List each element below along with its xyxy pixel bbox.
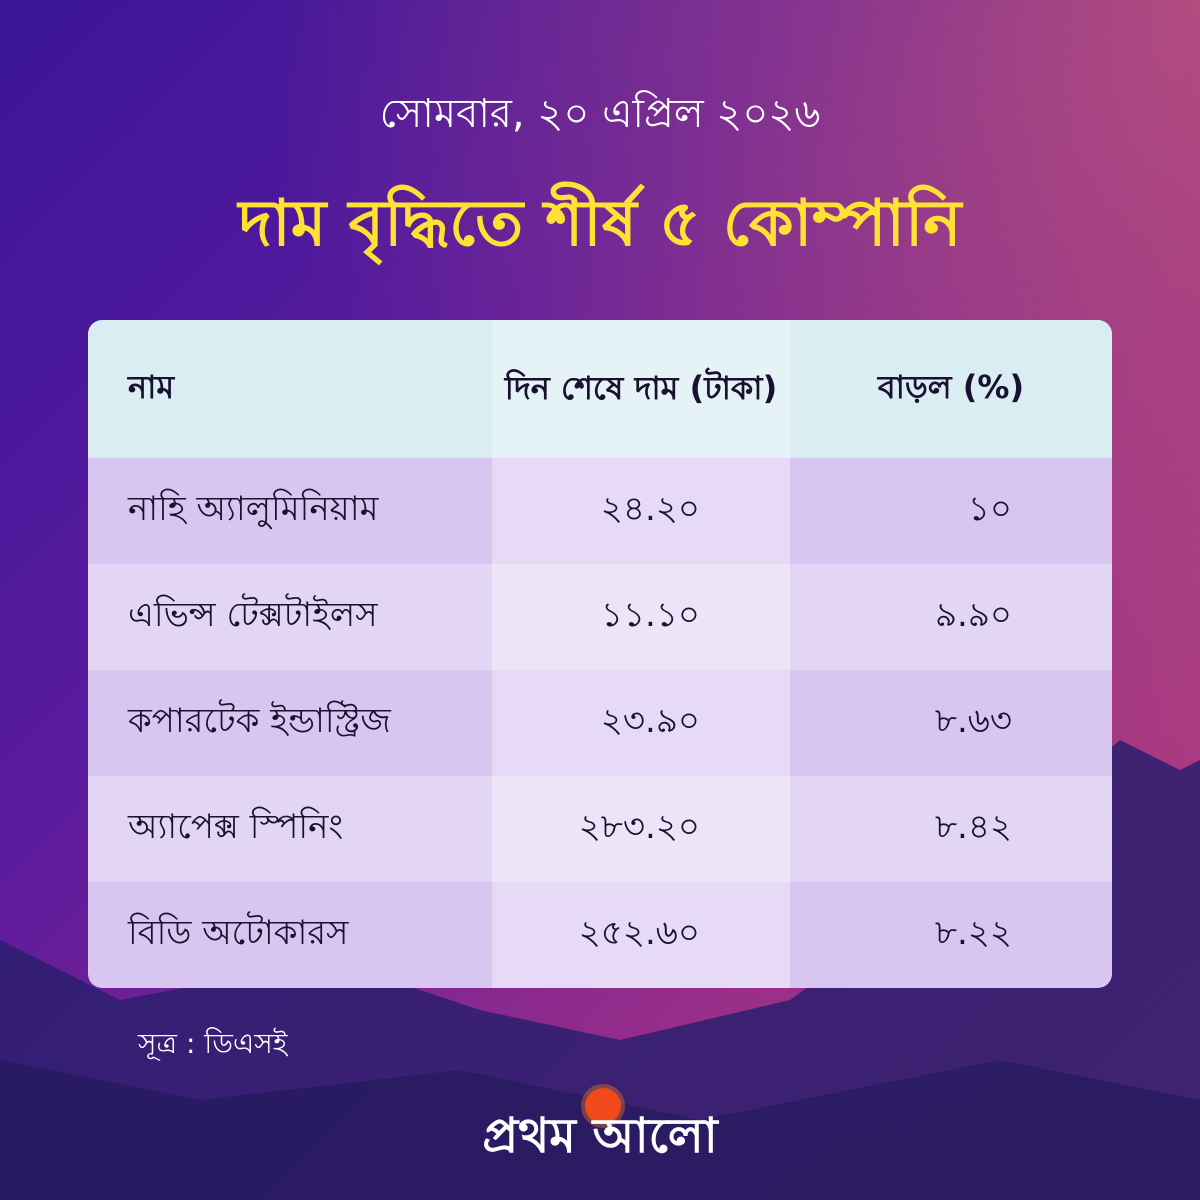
row-3-name: কপারটেক ইন্ডাস্ট্রিজ bbox=[88, 670, 492, 776]
header-name: নাম bbox=[88, 320, 492, 458]
top-gainers-table: নাম দিন শেষে দাম (টাকা) বাড়ল (%) নাহি অ… bbox=[88, 320, 1112, 988]
logo-text: প্রথম আলো bbox=[482, 1108, 718, 1164]
date-heading: সোমবার, ২০ এপ্রিল ২০২৬ bbox=[379, 91, 821, 137]
row-1-change: ১০ bbox=[790, 458, 1112, 564]
row-5-name: বিডি অটোকারস bbox=[88, 882, 492, 988]
row-2-name: এভিন্স টেক্সটাইলস bbox=[88, 564, 492, 670]
row-1-price: ২৪.২০ bbox=[492, 458, 790, 564]
row-5-price: ২৫২.৬০ bbox=[492, 882, 790, 988]
header-price: দিন শেষে দাম (টাকা) bbox=[492, 320, 790, 458]
row-3-price: ২৩.৯০ bbox=[492, 670, 790, 776]
source-note: সূত্র : ডিএসই bbox=[138, 1027, 288, 1060]
header-change: বাড়ল (%) bbox=[790, 320, 1112, 458]
row-5-change: ৮.২২ bbox=[790, 882, 1112, 988]
row-4-change: ৮.৪২ bbox=[790, 776, 1112, 882]
row-4-price: ২৮৩.২০ bbox=[492, 776, 790, 882]
row-3-change: ৮.৬৩ bbox=[790, 670, 1112, 776]
row-4-name: অ্যাপেক্স স্পিনিং bbox=[88, 776, 492, 882]
row-2-change: ৯.৯০ bbox=[790, 564, 1112, 670]
prothom-alo-logo: প্রথম আলো bbox=[450, 1088, 750, 1164]
page-title: দাম বৃদ্ধিতে শীর্ষ ৫ কোম্পানি bbox=[238, 187, 962, 261]
sun-icon bbox=[585, 1088, 621, 1124]
row-2-price: ১১.১০ bbox=[492, 564, 790, 670]
row-1-name: নাহি অ্যালুমিনিয়াম bbox=[88, 458, 492, 564]
